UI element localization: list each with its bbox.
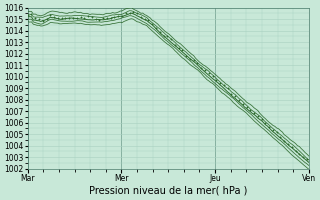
X-axis label: Pression niveau de la mer( hPa ): Pression niveau de la mer( hPa )	[89, 186, 247, 196]
